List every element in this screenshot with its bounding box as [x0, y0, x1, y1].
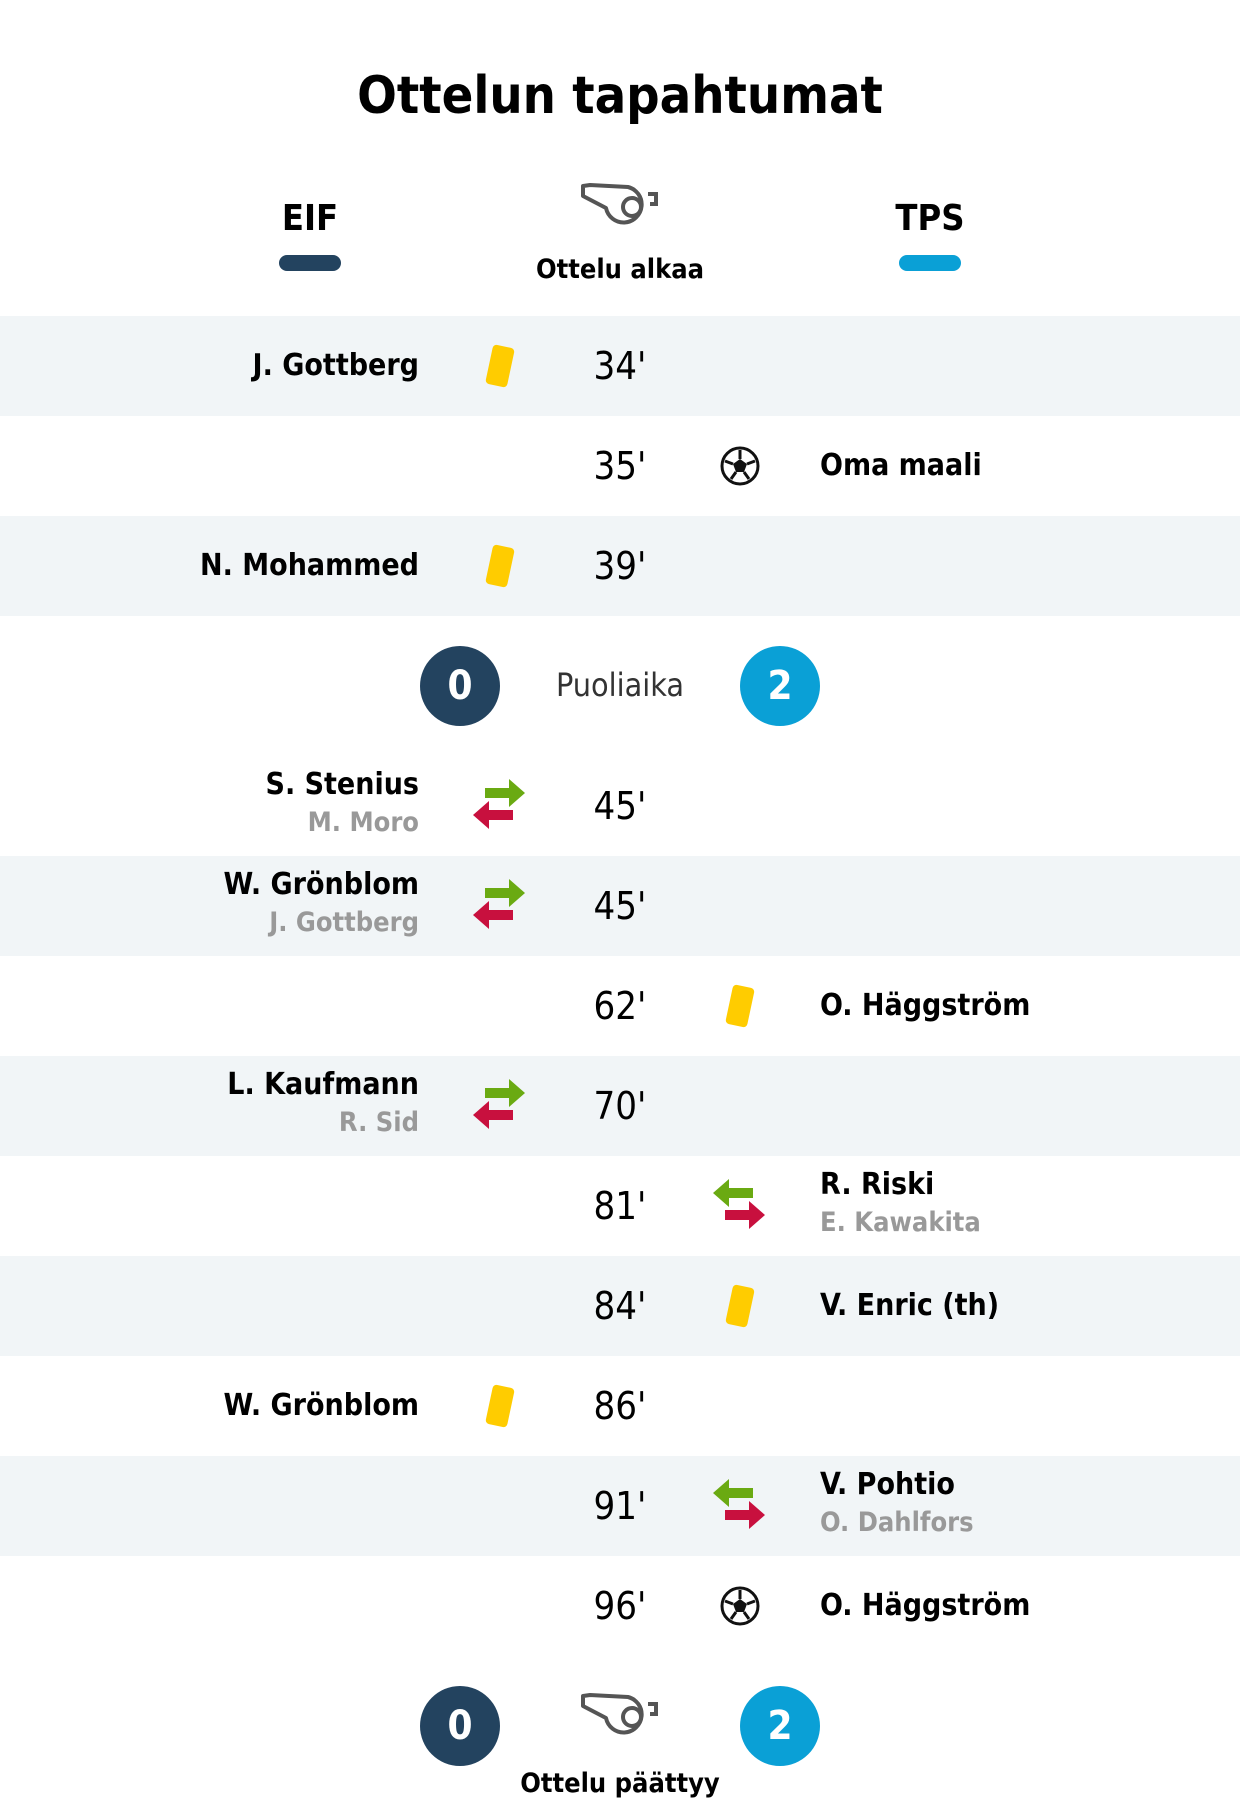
halftime-label: Puoliaika: [555, 666, 685, 704]
player-out: E. Kawakita: [820, 1207, 981, 1238]
event-player: J. Gottberg: [253, 348, 419, 383]
halftime-home-score: 0: [420, 646, 500, 726]
event-row: 34' J. Gottberg: [0, 316, 1240, 416]
halftime-away-score: 2: [740, 646, 820, 726]
event-row: 62' O. Häggström: [0, 956, 1240, 1056]
player-in: V. Enric (th): [820, 1288, 1000, 1323]
halftime-row: 0 Puoliaika 2: [0, 616, 1240, 756]
event-minute: 96': [593, 1584, 647, 1628]
away-team-name: TPS: [895, 198, 965, 239]
event-row: 35' Oma maali: [0, 416, 1240, 516]
event-player: L. Kaufmann R. Sid: [227, 1066, 419, 1142]
soccer-ball-icon: [715, 1581, 765, 1631]
final-home-score: 0: [420, 1686, 500, 1766]
event-minute: 84': [593, 1284, 647, 1328]
player-out: M. Moro: [307, 807, 419, 838]
player-in: W. Grönblom: [223, 1388, 419, 1423]
substitution-icon: [465, 1076, 535, 1136]
player-out: J. Gottberg: [269, 907, 419, 938]
substitution-icon: [465, 876, 535, 936]
event-row: 70' L. Kaufmann R. Sid: [0, 1056, 1240, 1156]
event-player: S. Stenius M. Moro: [266, 766, 420, 842]
away-team-color-bar: [899, 255, 961, 271]
event-minute: 81': [593, 1184, 647, 1228]
match-end-label: Ottelu päättyy: [520, 1768, 720, 1799]
yellow-card-icon: [475, 1381, 525, 1431]
player-in: S. Stenius: [265, 767, 420, 802]
player-in: R. Riski: [820, 1167, 935, 1202]
event-player: W. Grönblom: [224, 1388, 419, 1423]
event-row: 39' N. Mohammed: [0, 516, 1240, 616]
event-row: 91' V. Pohtio O. Dahlfors: [0, 1456, 1240, 1556]
yellow-card-icon: [475, 541, 525, 591]
event-player: Oma maali: [820, 448, 982, 483]
event-minute: 70': [593, 1084, 647, 1128]
event-row: 45' W. Grönblom J. Gottberg: [0, 856, 1240, 956]
event-minute: 91': [593, 1484, 647, 1528]
event-row: 81' R. Riski E. Kawakita: [0, 1156, 1240, 1256]
player-in: J. Gottberg: [252, 348, 419, 383]
event-minute: 45': [593, 784, 647, 828]
event-player: O. Häggström: [820, 988, 1030, 1023]
event-player: O. Häggström: [820, 1588, 1030, 1623]
event-player: W. Grönblom J. Gottberg: [224, 866, 419, 942]
substitution-icon: [705, 1176, 775, 1236]
event-minute: 39': [593, 544, 647, 588]
home-team-name: EIF: [281, 198, 339, 239]
event-row: 45' S. Stenius M. Moro: [0, 756, 1240, 856]
substitution-icon: [705, 1476, 775, 1536]
player-in: L. Kaufmann: [227, 1067, 419, 1102]
player-in: V. Pohtio: [820, 1467, 955, 1502]
match-start-label: Ottelu alkaa: [535, 254, 705, 285]
player-out: O. Dahlfors: [820, 1507, 974, 1538]
event-row: 86' W. Grönblom: [0, 1356, 1240, 1456]
event-player: N. Mohammed: [200, 548, 419, 583]
player-in: O. Häggström: [820, 1588, 1031, 1623]
substitution-icon: [465, 776, 535, 836]
player-in: O. Häggström: [820, 988, 1031, 1023]
event-minute: 45': [593, 884, 647, 928]
home-team-color-bar: [279, 255, 341, 271]
yellow-card-icon: [715, 981, 765, 1031]
player-out: R. Sid: [338, 1107, 419, 1138]
yellow-card-icon: [475, 341, 525, 391]
event-row: 96' O. Häggström: [0, 1556, 1240, 1656]
event-minute: 34': [593, 344, 647, 388]
player-in: W. Grönblom: [223, 867, 419, 902]
player-in: Oma maali: [820, 448, 982, 483]
event-minute: 62': [593, 984, 647, 1028]
whistle-icon: [581, 1693, 658, 1735]
final-away-score: 2: [740, 1686, 820, 1766]
event-player: V. Pohtio O. Dahlfors: [820, 1466, 974, 1542]
event-row: 84' V. Enric (th): [0, 1256, 1240, 1356]
soccer-ball-icon: [715, 441, 765, 491]
whistle-icon: [581, 183, 658, 225]
event-minute: 86': [593, 1384, 647, 1428]
page-title: Ottelun tapahtumat: [357, 66, 883, 126]
yellow-card-icon: [715, 1281, 765, 1331]
event-minute: 35': [593, 444, 647, 488]
event-player: V. Enric (th): [820, 1288, 999, 1323]
event-player: R. Riski E. Kawakita: [820, 1166, 981, 1242]
player-in: N. Mohammed: [200, 548, 419, 583]
